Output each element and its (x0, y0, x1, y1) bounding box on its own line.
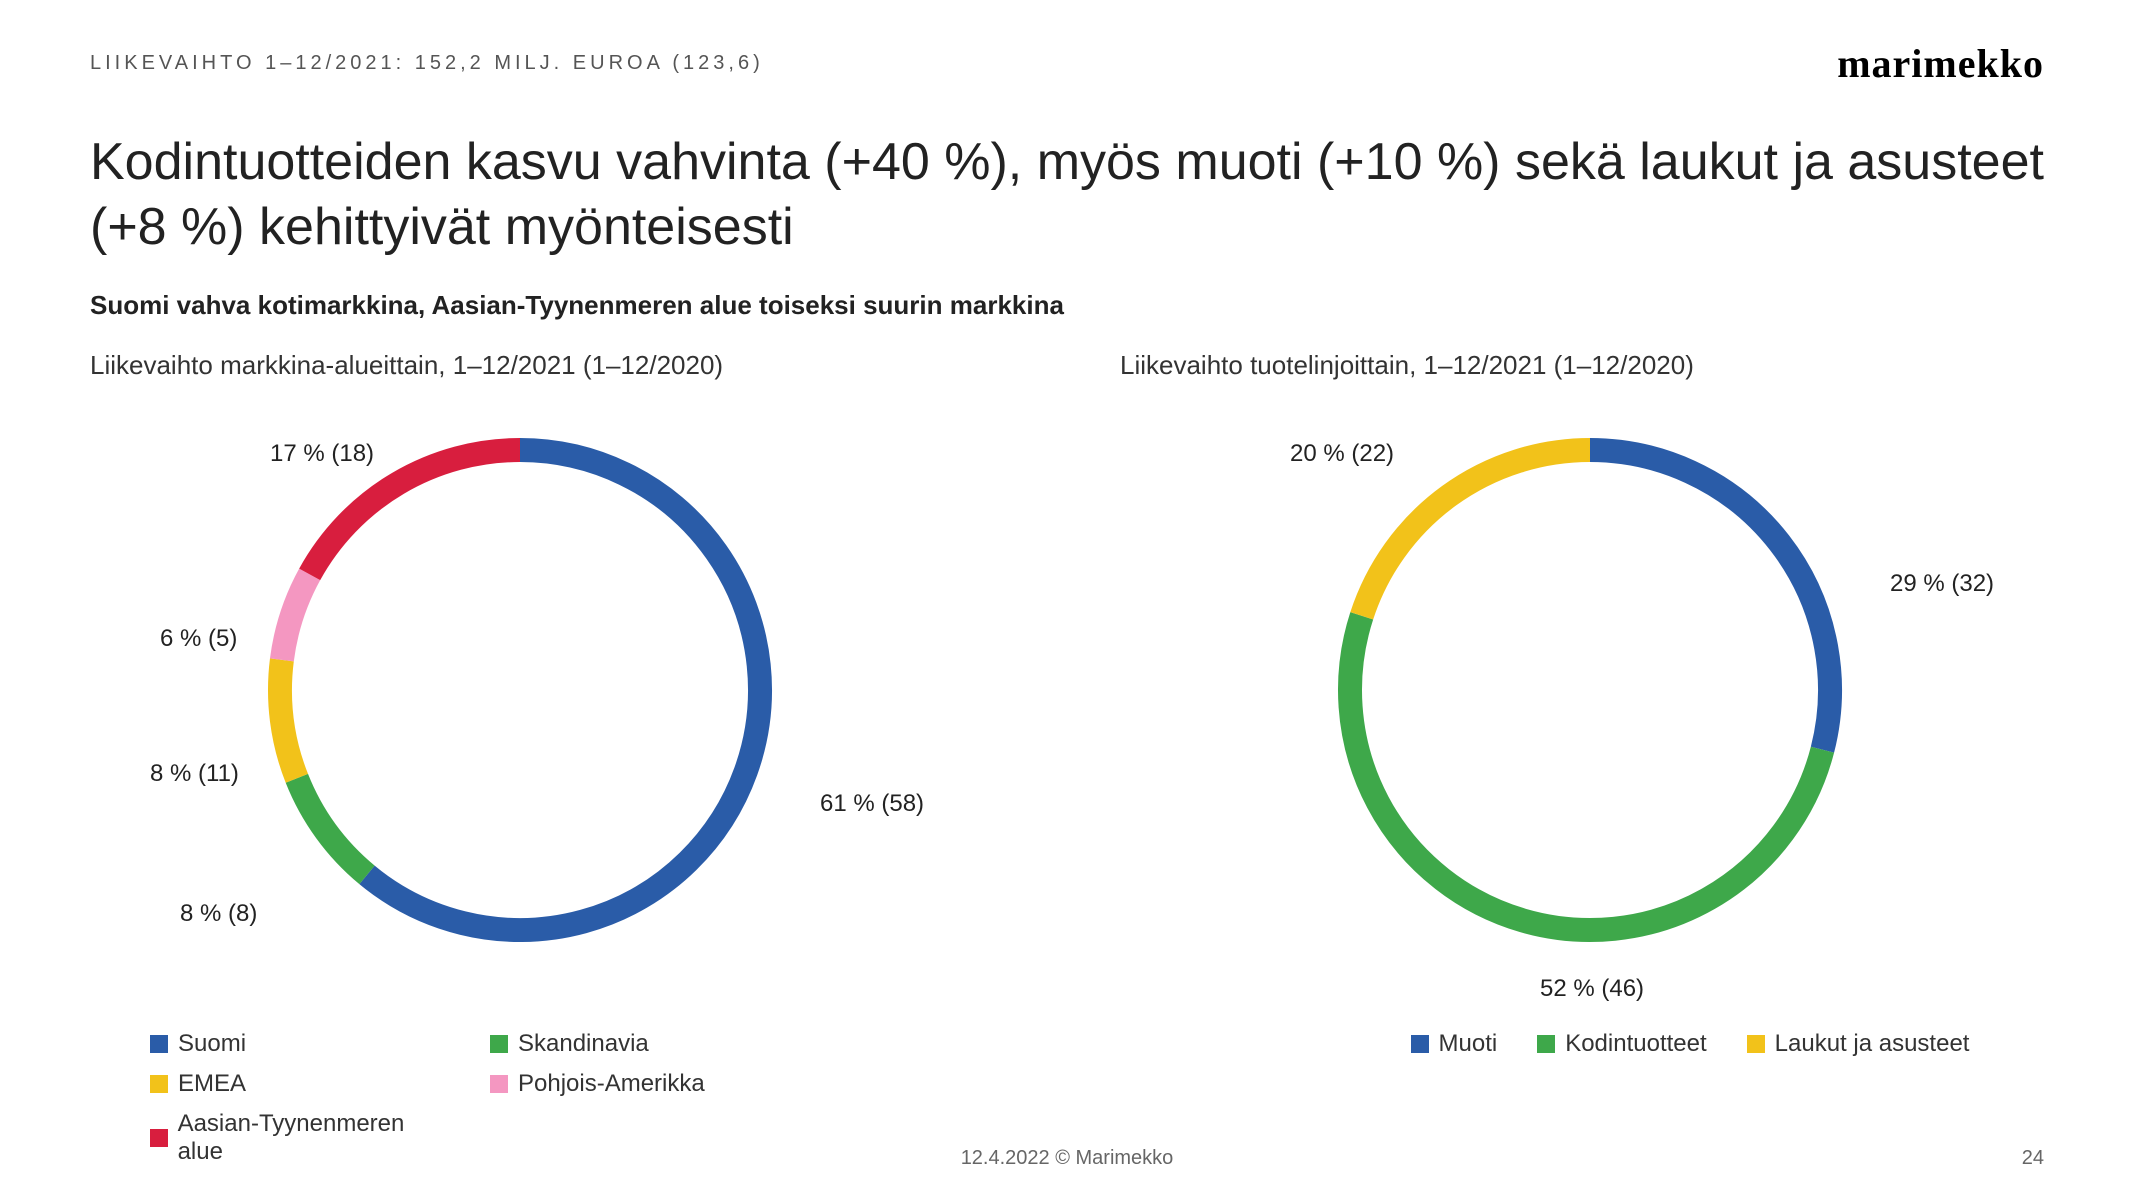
legend-item: Pohjois-Amerikka (490, 1070, 790, 1098)
donut-slice (1350, 616, 1822, 930)
donut-slice (297, 778, 367, 875)
donut-slice (1590, 450, 1830, 750)
legend-label: Muoti (1439, 1030, 1498, 1058)
chart-left-title: Liikevaihto markkina-alueittain, 1–12/20… (90, 350, 723, 381)
chart-right-area: 29 % (32) 52 % (46) 20 % (22) (1120, 400, 2020, 1020)
legend-label: Suomi (178, 1030, 246, 1058)
header-small-text: LIIKEVAIHTO 1–12/2021: 152,2 MILJ. EUROA… (90, 52, 764, 75)
legend-label: Pohjois-Amerikka (518, 1070, 705, 1098)
slice-label: 8 % (8) (180, 900, 257, 928)
legend-swatch (1537, 1035, 1555, 1053)
legend-label: Laukut ja asusteet (1775, 1030, 1970, 1058)
legend-swatch (150, 1075, 168, 1093)
chart-left-area: 61 % (58) 8 % (8) 8 % (11) 6 % (5) 17 % (18) (90, 400, 1090, 1000)
donut-chart-products (1120, 400, 2020, 1020)
legend-label: Kodintuotteet (1565, 1030, 1706, 1058)
donut-slice (310, 450, 520, 574)
page-number: 24 (2022, 1147, 2044, 1170)
legend-item: Suomi (150, 1030, 450, 1058)
legend-label: Aasian-Tyynenmeren alue (178, 1110, 450, 1166)
donut-slice (367, 450, 760, 930)
donut-slice (1362, 450, 1590, 616)
donut-slice (282, 574, 310, 660)
footer-text: 12.4.2022 © Marimekko (961, 1147, 1174, 1170)
legend-item: Kodintuotteet (1537, 1030, 1706, 1058)
legend-swatch (490, 1075, 508, 1093)
slice-label: 52 % (46) (1540, 975, 1644, 1003)
legend-regions: Suomi Skandinavia EMEA Pohjois-Amerikka Aasi… (150, 1030, 970, 1166)
donut-slice (280, 660, 297, 778)
legend-swatch (150, 1035, 168, 1053)
legend-item: Laukut ja asusteet (1747, 1030, 1970, 1058)
chart-right-title: Liikevaihto tuotelinjoittain, 1–12/2021 … (1120, 350, 1694, 381)
slice-label: 20 % (22) (1290, 440, 1394, 468)
legend-item: Skandinavia (490, 1030, 790, 1058)
slice-label: 17 % (18) (270, 440, 374, 468)
legend-item: Muoti (1411, 1030, 1498, 1058)
slice-label: 8 % (11) (150, 760, 239, 788)
legend-item: Aasian-Tyynenmeren alue (150, 1110, 450, 1166)
legend-label: Skandinavia (518, 1030, 649, 1058)
legend-swatch (150, 1129, 168, 1147)
legend-swatch (490, 1035, 508, 1053)
legend-products: Muoti Kodintuotteet Laukut ja asusteet (1340, 1030, 2040, 1058)
slice-label: 61 % (58) (820, 790, 924, 818)
legend-label: EMEA (178, 1070, 246, 1098)
legend-swatch (1747, 1035, 1765, 1053)
brand-logo: marimekko (1837, 40, 2044, 87)
slice-label: 29 % (32) (1890, 570, 1994, 598)
legend-swatch (1411, 1035, 1429, 1053)
legend-item: EMEA (150, 1070, 450, 1098)
slice-label: 6 % (5) (160, 625, 237, 653)
main-title: Kodintuotteiden kasvu vahvinta (+40 %), … (90, 130, 2044, 260)
sub-title: Suomi vahva kotimarkkina, Aasian-Tyynenm… (90, 290, 1064, 321)
